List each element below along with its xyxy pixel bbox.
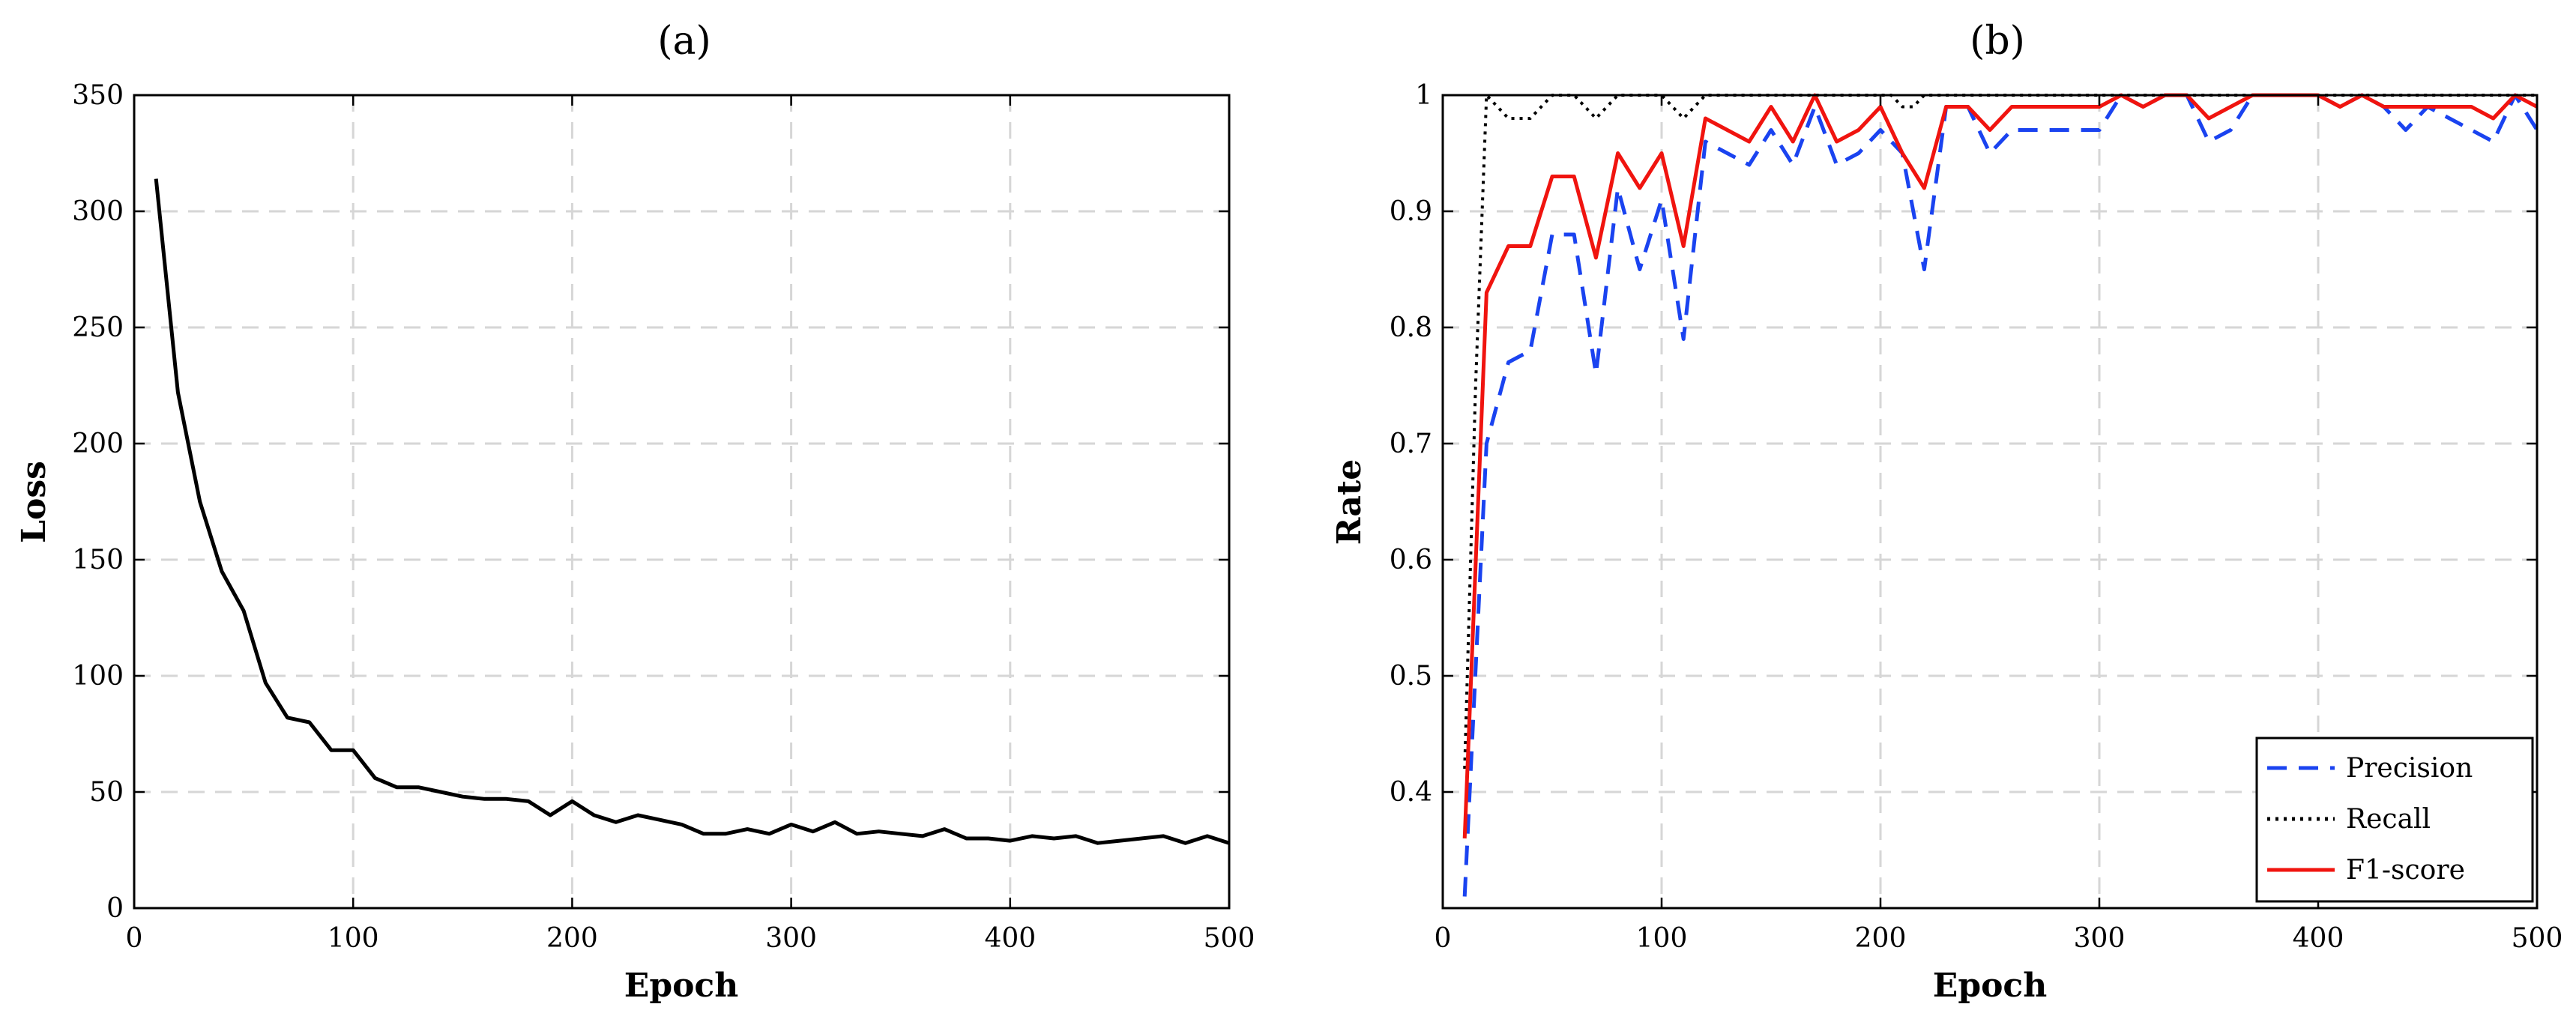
x-tick-label: 400 — [2293, 923, 2344, 954]
rate-chart-ticks: 0 100 200 300 400 500 0.4 0.5 0.6 0.7 0.8 0.9 1 — [1390, 80, 2563, 954]
rate-chart-legend: Precision Recall F1-score — [2255, 737, 2534, 903]
x-tick-label: 0 — [126, 923, 143, 954]
loss-chart-x-axis-title: Epoch — [624, 967, 738, 1005]
rate-chart-frame — [1441, 94, 2539, 910]
y-tick-label: 250 — [72, 312, 124, 343]
loss-chart-series — [154, 178, 1230, 845]
loss-chart-panel: (a) 0 100 200 300 400 500 0 50 100 150 200 250 300 35… — [15, 19, 1255, 1005]
y-tick-label: 1 — [1415, 80, 1432, 111]
loss-chart-frame — [133, 94, 1231, 910]
panel-a-label: (a) — [657, 19, 711, 64]
loss-chart-grid — [134, 95, 1229, 908]
loss-chart-y-axis-title: Loss — [15, 461, 53, 543]
y-tick-label: 0.4 — [1390, 777, 1432, 808]
y-tick-label: 0.7 — [1390, 429, 1432, 459]
y-tick-label: 200 — [72, 429, 124, 459]
series-line-loss — [154, 178, 1230, 845]
x-tick-label: 200 — [546, 923, 598, 954]
y-tick-label: 0.6 — [1390, 545, 1432, 575]
rate-chart-panel: (b) 0 100 200 300 400 5000.40.50.60.70.80.91 … — [1330, 19, 2563, 1005]
rate-chart-x-axis-title: Epoch — [1933, 967, 2047, 1005]
x-tick-label: 300 — [2074, 923, 2126, 954]
y-tick-label: 0 — [106, 893, 124, 924]
y-tick-label: 0.8 — [1390, 312, 1432, 343]
legend-label: F1-score — [2346, 855, 2465, 886]
x-tick-label: 100 — [328, 923, 379, 954]
series-line-recall — [1463, 94, 2537, 769]
y-tick-label: 350 — [72, 80, 124, 111]
x-tick-label: 200 — [1855, 923, 1907, 954]
rate-chart-series — [1462, 93, 2539, 897]
loss-chart-ticks: 0 100 200 300 400 500 0 50 100 150 200 250 300 350 — [72, 80, 1255, 954]
x-tick-label: 500 — [1204, 923, 1255, 954]
y-tick-label: 50 — [89, 777, 124, 808]
x-tick-label: 500 — [2512, 923, 2563, 954]
panel-b-label: (b) — [1970, 19, 2025, 64]
legend-label: Recall — [2346, 804, 2431, 835]
y-tick-label: 0.9 — [1390, 196, 1432, 227]
legend-label: Precision — [2346, 753, 2473, 784]
y-tick-label: 150 — [72, 545, 124, 575]
x-tick-label: 300 — [765, 923, 817, 954]
x-tick-label: 0 — [1435, 923, 1452, 954]
y-tick-label: 300 — [72, 196, 124, 227]
series-line-f1-score — [1462, 93, 2539, 839]
y-tick-label: 100 — [72, 661, 124, 692]
x-tick-label: 400 — [984, 923, 1036, 954]
x-tick-label: 100 — [1636, 923, 1688, 954]
y-tick-label: 0.5 — [1390, 661, 1432, 692]
rate-chart-y-axis-title: Rate — [1330, 459, 1369, 545]
